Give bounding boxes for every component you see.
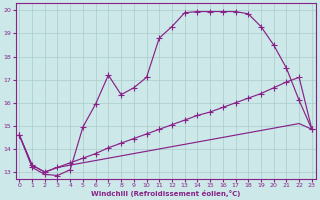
X-axis label: Windchill (Refroidissement éolien,°C): Windchill (Refroidissement éolien,°C)	[91, 190, 240, 197]
